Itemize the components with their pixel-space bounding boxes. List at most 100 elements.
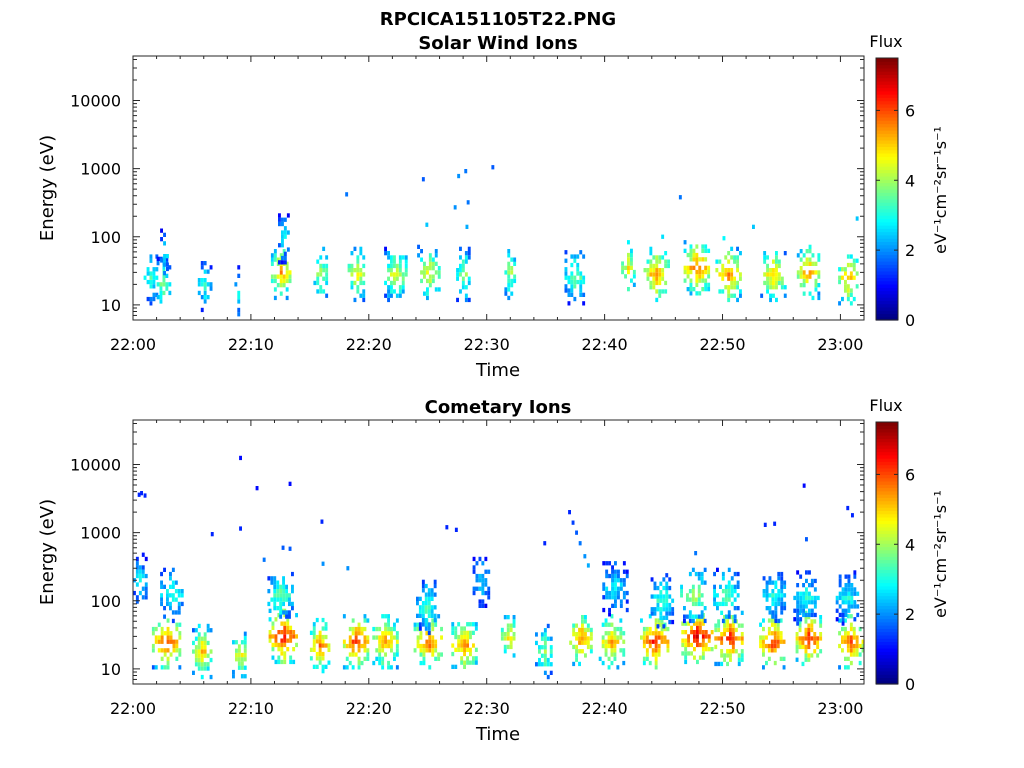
flux-cell: [283, 655, 287, 660]
flux-cell: [796, 570, 800, 575]
flux-cell: [740, 636, 744, 641]
flux-cell: [602, 595, 606, 600]
flux-cell: [197, 282, 201, 287]
flux-cell: [152, 279, 156, 285]
flux-cell: [701, 269, 705, 275]
flux-cell: [357, 639, 361, 644]
flux-cell: [421, 613, 425, 618]
flux-cell: [579, 275, 583, 280]
flux-cell: [279, 270, 283, 275]
flux-cell: [805, 274, 809, 279]
flux-cell: [795, 657, 799, 662]
colorbar-segment: [876, 77, 898, 82]
flux-cell: [601, 635, 605, 640]
flux-cell: [607, 665, 611, 670]
flux-cell: [203, 290, 207, 296]
flux-cell: [602, 561, 606, 566]
flux-cell: [575, 653, 578, 658]
flux-cell: [427, 630, 431, 636]
flux-cell: [273, 584, 277, 589]
flux-cell: [472, 660, 475, 665]
flux-cell: [847, 608, 851, 613]
flux-cell: [844, 612, 848, 618]
flux-cell: [808, 600, 811, 605]
flux-cell: [817, 291, 821, 296]
flux-cell: [811, 253, 815, 258]
flux-cell: [661, 255, 665, 260]
flux-cell: [268, 608, 272, 613]
flux-cell: [701, 642, 705, 648]
flux-cell: [160, 597, 163, 602]
flux-cell: [765, 660, 768, 666]
colorbar-segment: [876, 484, 898, 489]
colorbar-segment: [876, 280, 898, 285]
flux-cell: [805, 257, 809, 262]
colorbar-segment: [876, 641, 898, 646]
flux-cell: [564, 284, 568, 289]
flux-cell: [240, 674, 244, 679]
flux-cell: [654, 635, 658, 640]
flux-cell: [416, 613, 419, 618]
flux-cell: [171, 610, 175, 615]
flux-cell: [457, 622, 461, 627]
flux-cell: [649, 272, 653, 277]
flux-cell: [720, 632, 724, 637]
flux-cell: [838, 301, 841, 306]
flux-cell: [390, 259, 393, 264]
flux-cell: [810, 619, 814, 624]
flux-cell: [197, 636, 201, 641]
flux-cell: [362, 272, 366, 277]
flux-cell: [819, 619, 823, 624]
flux-cell: [655, 297, 659, 303]
flux-cell: [769, 293, 772, 298]
colorbar-segment: [876, 152, 898, 157]
flux-cell: [543, 670, 547, 675]
flux-cell: [372, 635, 376, 640]
flux-cell: [451, 630, 455, 635]
x-tick-label: 22:10: [228, 699, 274, 718]
flux-cell: [464, 255, 468, 260]
flux-cell: [273, 606, 277, 611]
flux-cell: [844, 587, 848, 592]
flux-cell: [535, 662, 538, 667]
flux-cell: [715, 268, 719, 273]
flux-cell: [401, 276, 405, 281]
flux-cell: [506, 632, 510, 637]
flux-cell: [288, 601, 291, 607]
colorbar-segment: [876, 97, 898, 102]
flux-cell: [774, 606, 778, 611]
flux-cell: [624, 265, 627, 270]
flux-cell: [426, 295, 429, 301]
flux-cell: [512, 615, 516, 620]
flux-cell: [762, 593, 766, 598]
flux-cell: [855, 652, 859, 657]
flux-cell: [683, 614, 686, 619]
flux-cell: [575, 657, 578, 662]
flux-cell: [777, 280, 781, 286]
colorbar-segment: [876, 438, 898, 443]
flux-cell: [701, 647, 705, 652]
flux-cell: [431, 618, 435, 623]
flux-cell: [512, 653, 516, 658]
flux-cell: [325, 280, 329, 286]
flux-cell: [351, 652, 355, 657]
flux-cell: [387, 268, 390, 273]
flux-cell: [846, 635, 850, 640]
flux-cell: [841, 267, 844, 272]
flux-cell: [152, 296, 156, 302]
flux-cell: [437, 652, 441, 657]
flux-cell: [656, 598, 660, 603]
flux-cell: [322, 289, 326, 294]
colorbar-segment: [876, 133, 898, 138]
flux-cell: [318, 630, 322, 635]
flux-cell: [819, 615, 823, 620]
flux-cell: [351, 631, 355, 636]
flux-cell: [428, 253, 432, 258]
flux-cell: [652, 255, 656, 260]
flux-cell: [322, 246, 326, 251]
flux-cell: [813, 595, 817, 601]
colorbar-segment: [876, 674, 898, 679]
colorbar-segment: [876, 657, 898, 662]
flux-cell: [138, 569, 142, 574]
flux-cell: [777, 593, 781, 598]
